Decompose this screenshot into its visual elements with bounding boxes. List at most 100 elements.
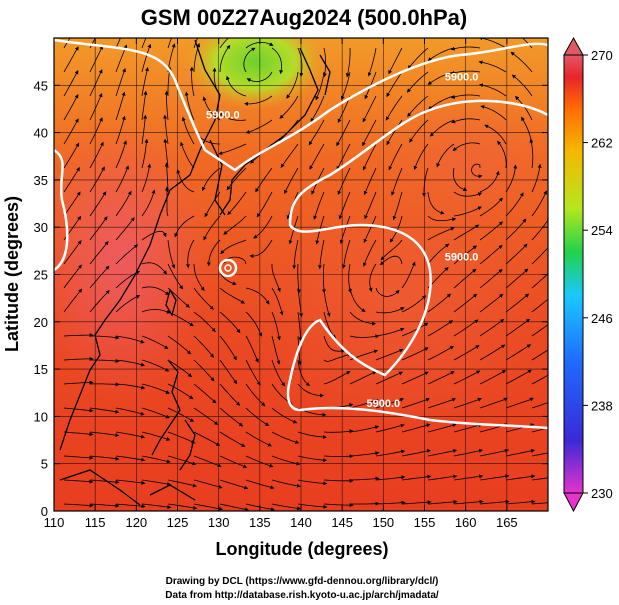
streamline <box>427 71 455 85</box>
x-axis-ticks: 110 115 120 125 130 135 140 145 150 155 160 165 <box>44 38 518 530</box>
colorbar-tick-label: 254 <box>591 223 613 238</box>
streamline <box>478 38 507 49</box>
y-tick-label: 5 <box>41 457 48 472</box>
coastlines <box>59 39 331 506</box>
streamline <box>141 163 152 193</box>
streamline <box>201 167 221 192</box>
streamline <box>206 239 221 267</box>
streamline <box>63 142 80 169</box>
streamline <box>253 215 273 239</box>
streamline <box>479 499 510 505</box>
streamline <box>479 319 505 337</box>
streamline <box>479 170 500 193</box>
streamline <box>180 141 195 169</box>
streamline <box>427 499 458 505</box>
streamline <box>364 191 377 220</box>
x-tick-label: 150 <box>372 515 394 530</box>
streamline <box>115 115 126 145</box>
streamline <box>318 239 325 270</box>
streamline <box>453 499 484 505</box>
streamline <box>141 359 170 372</box>
streamline <box>427 474 458 481</box>
streamline <box>385 95 403 121</box>
streamline <box>115 503 146 509</box>
y-axis-label: Latitude (degrees) <box>2 196 22 352</box>
streamline <box>479 397 508 409</box>
streamline <box>89 117 103 145</box>
streamline <box>249 239 273 259</box>
streamline <box>478 60 507 73</box>
warm-region-ocean <box>240 170 548 430</box>
streamline <box>388 47 403 75</box>
streamline <box>163 114 169 145</box>
streamline <box>453 370 481 385</box>
streamline <box>505 474 536 481</box>
streamline <box>193 287 214 310</box>
streamline <box>245 41 274 49</box>
y-tick-label: 30 <box>34 220 48 235</box>
streamline <box>531 324 548 337</box>
streamline <box>219 38 230 49</box>
streamline <box>375 500 406 505</box>
streamline <box>89 191 107 217</box>
streamline <box>297 311 303 342</box>
height-contours <box>54 38 548 430</box>
streamline <box>531 163 542 193</box>
streamline <box>89 455 120 461</box>
streamline <box>392 191 403 221</box>
streamline <box>427 371 455 385</box>
streamline <box>167 503 198 510</box>
streamline <box>115 359 145 367</box>
streamline <box>63 503 94 508</box>
streamline <box>271 503 302 511</box>
streamline <box>193 263 205 292</box>
streamline <box>271 47 284 75</box>
streamline <box>245 455 274 468</box>
streamline <box>309 143 325 170</box>
streamline <box>193 503 224 511</box>
streamline <box>349 287 366 313</box>
y-tick-label: 20 <box>34 315 48 330</box>
streamline <box>141 383 170 394</box>
streamline <box>141 335 169 350</box>
colorbar-tick-label: 270 <box>591 48 613 63</box>
y-tick-label: 0 <box>41 504 48 519</box>
streamline <box>375 371 404 385</box>
streamline <box>367 47 377 77</box>
streamline <box>322 263 326 294</box>
streamline <box>193 479 223 489</box>
streamline <box>413 143 429 171</box>
streamline <box>245 431 272 447</box>
streamline <box>347 263 352 294</box>
streamline <box>427 47 455 62</box>
streamline <box>141 262 167 275</box>
streamline <box>368 263 377 292</box>
streamline <box>505 192 524 217</box>
streamline <box>181 116 195 145</box>
streamline <box>310 95 325 123</box>
streamline <box>479 268 503 289</box>
colorbar: 230 238 246 254 262 270 <box>563 36 613 513</box>
streamline <box>63 70 79 97</box>
streamline <box>505 318 531 337</box>
streamline <box>227 191 247 215</box>
streamline <box>220 239 247 255</box>
streamline <box>336 143 351 171</box>
colorbar-scale <box>563 54 584 494</box>
streamline <box>505 243 528 265</box>
streamline <box>505 499 536 505</box>
streamline <box>284 167 299 195</box>
streamline <box>313 191 325 220</box>
streamline <box>514 96 533 121</box>
y-tick-label: 45 <box>34 78 48 93</box>
colorbar-tick-label: 262 <box>591 136 613 151</box>
streamline <box>63 118 79 145</box>
streamline <box>531 190 547 217</box>
streamline <box>167 239 176 269</box>
streamline <box>375 348 404 361</box>
streamline <box>115 217 135 241</box>
credit-drawing: Drawing by DCL (https://www.gfd-dennou.o… <box>166 576 439 587</box>
streamline <box>271 455 301 466</box>
streamline <box>505 268 529 289</box>
